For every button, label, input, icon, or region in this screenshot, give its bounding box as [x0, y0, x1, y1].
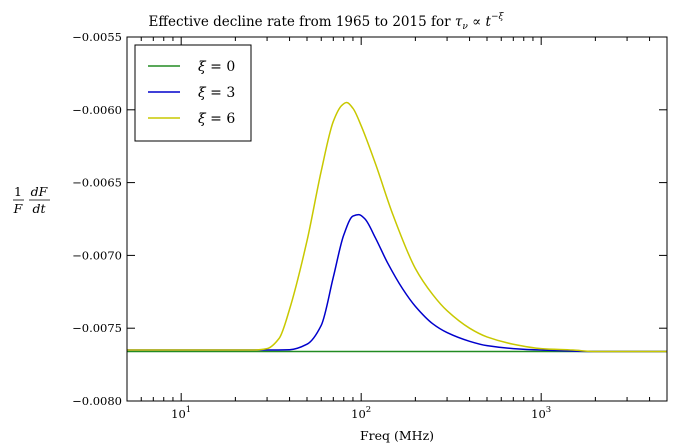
y-tick-label: −0.0080 [72, 394, 122, 408]
plot-frame [126, 36, 668, 402]
x-tick-label: 101 [171, 405, 191, 421]
series-line-xi-2 [126, 101, 667, 353]
y-label-F: F [13, 201, 24, 216]
y-tick-label: −0.0060 [72, 103, 122, 117]
series-layer [126, 101, 667, 353]
y-axis-label: 1 F dF dt [13, 184, 50, 216]
x-tick-label: 102 [351, 405, 371, 421]
y-tick-label: −0.0055 [72, 30, 122, 44]
legend-box [134, 44, 252, 142]
y-tick-label: −0.0070 [72, 248, 122, 262]
legend: ξ = 0 ξ = 3 ξ = 6 [134, 44, 252, 142]
y-tick-label: −0.0075 [72, 321, 122, 335]
chart-title: Effective decline rate from 1965 to 2015… [149, 12, 505, 32]
y-label-one: 1 [14, 184, 22, 199]
x-tick-label: 103 [531, 405, 551, 421]
y-label-dt: dt [32, 201, 46, 216]
ticks-layer: 101 102 103 −0.0055 −0.0060 −0.0065 −0.0070 −0.… [72, 30, 668, 421]
legend-label-2: ξ = 6 [198, 111, 235, 127]
y-tick-label: −0.0065 [72, 176, 122, 190]
legend-label-1: ξ = 3 [198, 85, 235, 101]
y-label-dF: dF [31, 184, 49, 199]
series-line-xi-1 [126, 213, 667, 353]
legend-label-0: ξ = 0 [198, 59, 235, 75]
x-axis-label: Freq (MHz) [360, 428, 434, 443]
